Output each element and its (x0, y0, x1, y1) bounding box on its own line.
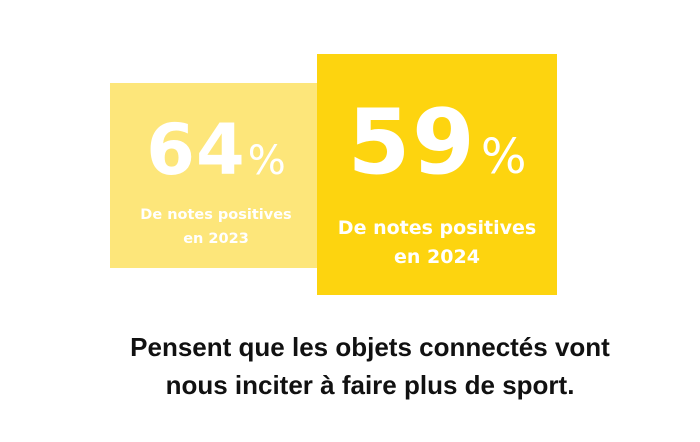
stat-label-year: en 2023 (183, 230, 249, 247)
caption-line-2: nous inciter à faire plus de sport. (165, 370, 575, 400)
stat-label-2024: De notes positives en 2024 (317, 214, 557, 273)
stat-label-year: en 2024 (394, 246, 480, 269)
stat-label-line: De notes positives (337, 217, 537, 239)
stat-value: 64 (146, 109, 246, 191)
stat-unit: % (247, 138, 286, 184)
stat-unit: % (480, 129, 527, 185)
stat-figure-2024: 59% (317, 90, 557, 195)
stat-label-2023: De notes positives en 2023 (110, 204, 322, 252)
stat-card-2024: 59% De notes positives en 2024 (317, 54, 557, 295)
stat-card-2023: 64% De notes positives en 2023 (110, 83, 322, 268)
stat-label-line: De notes positives (140, 207, 292, 223)
stat-value: 59 (347, 90, 477, 195)
caption: Pensent que les objets connectés vont no… (20, 328, 700, 404)
stat-figure-2023: 64% (110, 109, 322, 191)
caption-line-1: Pensent que les objets connectés vont (130, 332, 610, 362)
